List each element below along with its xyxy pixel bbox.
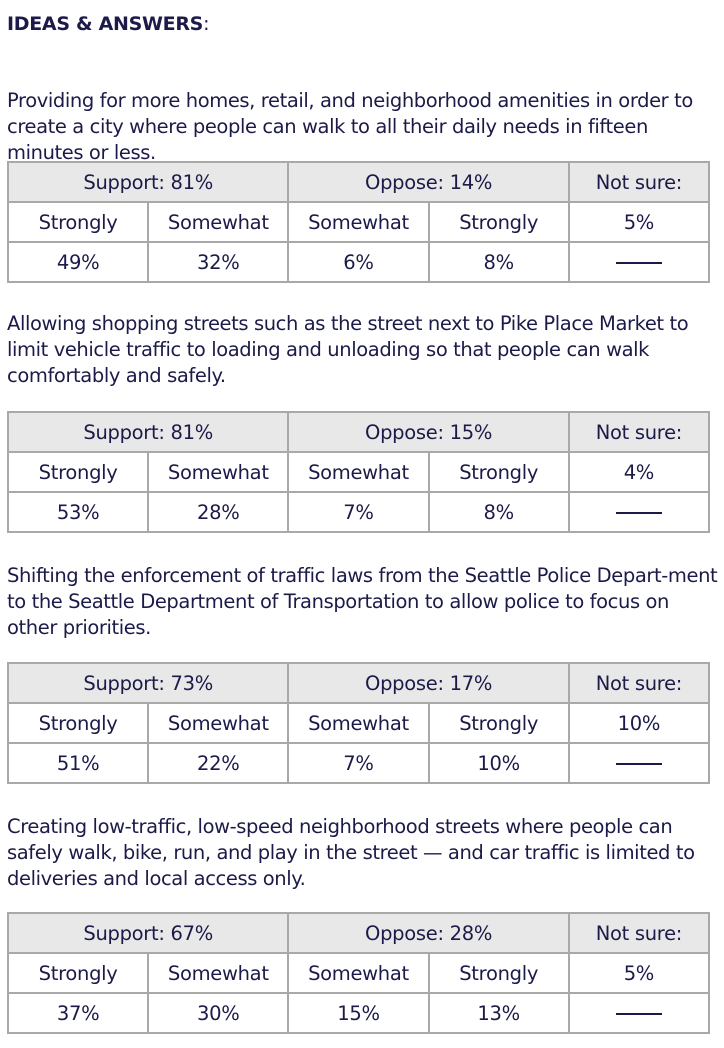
results-table: Support: 81% Oppose: 15% Not sure: Stron… xyxy=(6,411,711,533)
not-sure-label: Not sure: xyxy=(567,411,711,453)
question-text: Shifting the enforcement of traffic laws… xyxy=(7,564,718,639)
table-row: Strongly Somewhat Somewhat Strongly 4% xyxy=(6,451,711,493)
support-total: Support: 67% xyxy=(6,912,290,954)
support-total: Support: 81% xyxy=(6,411,290,453)
response-label: Somewhat xyxy=(147,451,290,493)
table-row: 49% 32% 6% 8% xyxy=(6,241,711,283)
question-text: Creating low-traffic, low-speed neighbor… xyxy=(7,815,695,890)
table-row: Strongly Somewhat Somewhat Strongly 10% xyxy=(6,702,711,744)
title-colon: : xyxy=(203,13,210,35)
table-header-row: Support: 81% Oppose: 14% Not sure: xyxy=(6,161,711,203)
response-label: Strongly xyxy=(6,952,150,994)
response-label: Strongly xyxy=(427,451,570,493)
not-sure-label: Not sure: xyxy=(567,912,711,954)
response-label: Strongly xyxy=(427,201,570,243)
dash-line xyxy=(615,262,662,264)
response-label: Strongly xyxy=(6,201,150,243)
response-value: 30% xyxy=(147,992,290,1034)
response-value: 49% xyxy=(6,241,150,283)
response-label: Somewhat xyxy=(147,702,290,744)
table-header-row: Support: 73% Oppose: 17% Not sure: xyxy=(6,662,711,704)
table-row: 51% 22% 7% 10% xyxy=(6,742,711,784)
response-value: 28% xyxy=(147,491,290,533)
response-value: 7% xyxy=(287,491,430,533)
oppose-total: Oppose: 17% xyxy=(287,662,570,704)
dash-line xyxy=(615,512,662,514)
not-sure-label: Not sure: xyxy=(567,161,711,203)
results-table: Support: 81% Oppose: 14% Not sure: Stron… xyxy=(6,161,711,283)
support-total: Support: 81% xyxy=(6,161,290,203)
response-value: 13% xyxy=(427,992,570,1034)
not-sure-value: 4% xyxy=(567,451,711,493)
dash-line xyxy=(615,763,662,765)
response-label: Strongly xyxy=(427,952,570,994)
support-total: Support: 73% xyxy=(6,662,290,704)
empty-cell xyxy=(567,241,711,283)
table-row: Strongly Somewhat Somewhat Strongly 5% xyxy=(6,201,711,243)
oppose-total: Oppose: 15% xyxy=(287,411,570,453)
question-text: Providing for more homes, retail, and ne… xyxy=(7,89,693,164)
response-label: Somewhat xyxy=(147,201,290,243)
table-row: Strongly Somewhat Somewhat Strongly 5% xyxy=(6,952,711,994)
empty-cell xyxy=(567,491,711,533)
response-label: Strongly xyxy=(427,702,570,744)
table-header-row: Support: 81% Oppose: 15% Not sure: xyxy=(6,411,711,453)
dash-line xyxy=(615,1013,662,1015)
not-sure-value: 5% xyxy=(567,201,711,243)
empty-cell xyxy=(567,992,711,1034)
not-sure-value: 5% xyxy=(567,952,711,994)
response-label: Somewhat xyxy=(287,952,430,994)
oppose-total: Oppose: 14% xyxy=(287,161,570,203)
response-value: 37% xyxy=(6,992,150,1034)
response-label: Somewhat xyxy=(287,451,430,493)
response-label: Strongly xyxy=(6,702,150,744)
response-value: 7% xyxy=(287,742,430,784)
table-header-row: Support: 67% Oppose: 28% Not sure: xyxy=(6,912,711,954)
response-value: 51% xyxy=(6,742,150,784)
response-label: Somewhat xyxy=(287,201,430,243)
response-label: Somewhat xyxy=(287,702,430,744)
results-table: Support: 73% Oppose: 17% Not sure: Stron… xyxy=(6,662,711,784)
response-value: 32% xyxy=(147,241,290,283)
response-value: 22% xyxy=(147,742,290,784)
response-value: 6% xyxy=(287,241,430,283)
question-text: Allowing shopping streets such as the st… xyxy=(7,312,689,387)
response-value: 15% xyxy=(287,992,430,1034)
table-row: 53% 28% 7% 8% xyxy=(6,491,711,533)
title-text: IDEAS & ANSWERS xyxy=(7,13,204,35)
response-value: 10% xyxy=(427,742,570,784)
results-table: Support: 67% Oppose: 28% Not sure: Stron… xyxy=(6,912,711,1034)
section-title: IDEAS & ANSWERS: xyxy=(7,13,209,35)
response-label: Strongly xyxy=(6,451,150,493)
response-label: Somewhat xyxy=(147,952,290,994)
response-value: 8% xyxy=(427,491,570,533)
table-row: 37% 30% 15% 13% xyxy=(6,992,711,1034)
not-sure-value: 10% xyxy=(567,702,711,744)
oppose-total: Oppose: 28% xyxy=(287,912,570,954)
response-value: 8% xyxy=(427,241,570,283)
response-value: 53% xyxy=(6,491,150,533)
not-sure-label: Not sure: xyxy=(567,662,711,704)
empty-cell xyxy=(567,742,711,784)
